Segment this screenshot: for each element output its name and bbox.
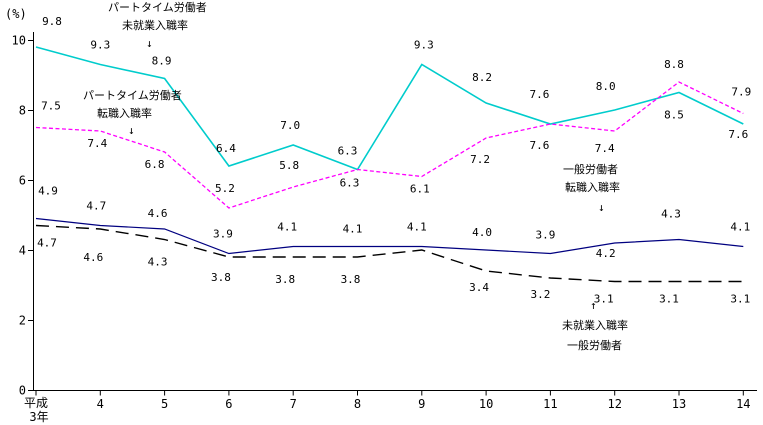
point-label: 9.3	[414, 39, 434, 52]
point-label: 8.2	[472, 71, 492, 84]
point-label: 6.3	[338, 145, 358, 158]
point-label: 3.9	[213, 228, 233, 241]
point-label: 3.8	[211, 271, 231, 284]
point-label: 4.3	[148, 256, 168, 269]
point-label: 5.2	[215, 182, 235, 195]
point-label: 9.3	[90, 39, 110, 52]
point-label: 6.1	[410, 183, 430, 196]
x-tick-label: 6	[225, 397, 232, 411]
x-tick-label: 13	[672, 397, 686, 411]
series-line-1	[35, 81, 744, 209]
y-tick-label: 0	[19, 384, 26, 398]
point-label: 6.8	[145, 158, 165, 171]
point-label: 4.9	[38, 185, 58, 198]
point-label: 4.7	[37, 237, 57, 250]
point-label: 9.8	[42, 15, 62, 28]
y-axis-unit-label: (%)	[5, 7, 27, 21]
point-label: 4.3	[661, 208, 681, 221]
point-label: 8.8	[664, 58, 684, 71]
x-tick-label: 5	[161, 397, 168, 411]
point-label: 8.0	[596, 80, 616, 93]
x-tick-label: 9	[418, 397, 425, 411]
point-label: 4.1	[407, 221, 427, 234]
point-label: 6.4	[216, 142, 236, 155]
series-line-0	[35, 46, 744, 171]
point-label: 3.1	[659, 293, 679, 306]
point-label: 3.8	[341, 273, 361, 286]
x-tick-label: 11	[543, 397, 557, 411]
x-tick-label: 10	[479, 397, 493, 411]
point-label: 3.1	[730, 293, 750, 306]
point-label: 3.8	[275, 273, 295, 286]
point-label: 7.6	[728, 128, 748, 141]
point-label: 7.5	[41, 100, 61, 113]
x-tick-label: 8	[354, 397, 361, 411]
series-line-3	[35, 224, 744, 283]
point-label: 8.5	[664, 109, 684, 122]
x-tick-label: 3年	[29, 410, 48, 424]
series-line-2	[35, 217, 744, 255]
point-label: 3.2	[530, 288, 550, 301]
x-tick-label: 4	[97, 397, 104, 411]
point-label: 8.9	[152, 55, 172, 68]
x-tick-label: 14	[736, 397, 750, 411]
x-tick-label: 平成	[24, 396, 48, 410]
point-label: 7.0	[280, 119, 300, 132]
point-label: 4.6	[148, 207, 168, 220]
point-label: 3.1	[594, 293, 614, 306]
point-label: 4.6	[83, 251, 103, 264]
point-label: 4.1	[730, 221, 750, 234]
point-label: 4.1	[343, 223, 363, 236]
point-label: 7.6	[529, 139, 549, 152]
point-label: 3.4	[469, 281, 489, 294]
point-label: 7.6	[529, 88, 549, 101]
point-label: 4.0	[472, 226, 492, 239]
x-tick-label: 7	[290, 397, 297, 411]
point-label: 7.9	[731, 86, 751, 99]
point-label: 5.8	[279, 159, 299, 172]
y-tick-label: 10	[12, 34, 26, 48]
point-label: 6.3	[340, 177, 360, 190]
point-label: 4.7	[86, 200, 106, 213]
x-tick-label: 12	[607, 397, 621, 411]
point-label: 7.2	[470, 153, 490, 166]
point-label: 4.1	[277, 221, 297, 234]
point-label: 7.4	[595, 142, 615, 155]
y-tick-label: 4	[19, 244, 26, 258]
point-label: 7.4	[87, 137, 107, 150]
point-label: 4.2	[596, 247, 616, 260]
y-tick-label: 6	[19, 174, 26, 188]
y-tick-label: 2	[19, 314, 26, 328]
y-tick-label: 8	[19, 104, 26, 118]
point-label: 3.9	[535, 229, 555, 242]
